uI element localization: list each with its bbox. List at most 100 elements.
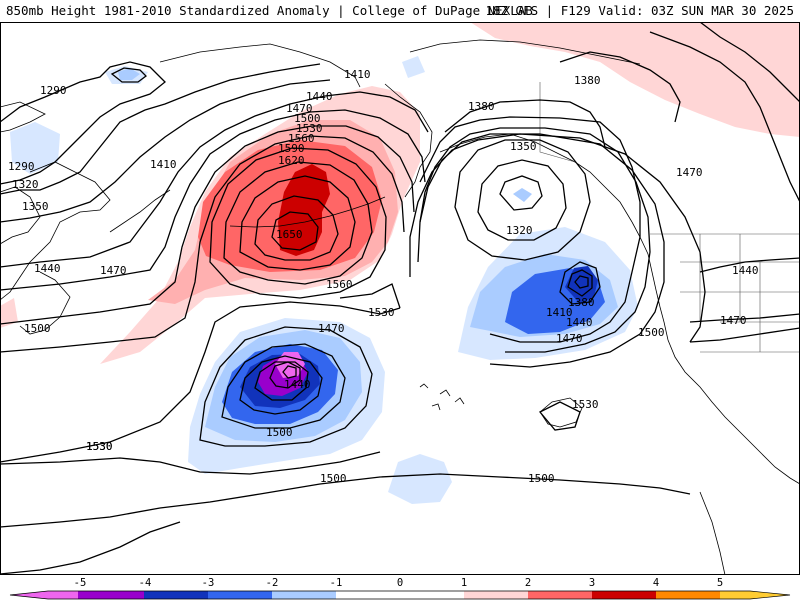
state-borders <box>680 234 800 353</box>
contour-label: 1530 <box>368 306 395 319</box>
model-run-info: 18Z GFS | F129 Valid: 03Z SUN MAR 30 202… <box>485 3 794 18</box>
coast-kurils <box>109 189 171 233</box>
contour-label: 1470 <box>286 102 313 115</box>
contour-1530-ridge <box>0 301 401 463</box>
colorbar-arrow-left <box>10 591 48 599</box>
contour-1320-nw <box>0 63 321 195</box>
colorbar-tick-label: -2 <box>266 577 279 589</box>
contour-1320-gulf <box>477 159 567 241</box>
colorbar-seg-neg25 <box>208 591 272 599</box>
contour-1440-low <box>239 355 323 415</box>
contour-1290-nw <box>0 61 166 185</box>
contour-1350-gulf <box>454 139 591 261</box>
contour-gulf-nested-2 <box>567 269 593 297</box>
coast-alaska-south <box>439 133 633 223</box>
contour-label: 1530 <box>296 122 323 135</box>
contour-1500-low <box>199 326 373 447</box>
coast-islands-hawaii <box>419 383 465 411</box>
negative-anomaly-gulf-blue3 <box>565 266 598 304</box>
contour-label: 1290 <box>8 160 35 173</box>
contour-1620-high <box>254 195 339 261</box>
colorbar-tick-label: 2 <box>525 577 531 589</box>
contour-1440-northeast <box>699 22 800 103</box>
contour-gulf-nested-1 <box>559 261 601 305</box>
contour-label: 1470 <box>556 332 583 345</box>
colorbar-tick-label: 4 <box>653 577 659 589</box>
colorbar-tick-label: 5 <box>717 577 723 589</box>
contour-1470-low <box>221 343 346 429</box>
coast-asia-north <box>0 101 46 133</box>
colorbar-tick-label: -4 <box>139 577 152 589</box>
colorbar-tick-label: -3 <box>202 577 215 589</box>
contour-label: 1320 <box>12 178 39 191</box>
contour-label: 1500 <box>638 326 665 339</box>
contour-1440-north <box>0 109 426 291</box>
contour-1380-gulf <box>444 99 606 148</box>
colorbar-seg-pos5 <box>720 591 750 599</box>
contour-label: 1440 <box>306 90 333 103</box>
contour-1410-north <box>0 91 429 268</box>
contour-label: 1380 <box>568 296 595 309</box>
colorbar-seg-pos35 <box>592 591 656 599</box>
contour-label: 1350 <box>510 140 537 153</box>
contour-label: 1500 <box>266 426 293 439</box>
contour-1500-east <box>689 327 800 343</box>
negative-anomaly-northwest <box>10 122 60 174</box>
contour-1350-nw <box>0 79 331 223</box>
contour-1290-center <box>110 67 147 83</box>
positive-anomaly-west-edge <box>0 298 18 328</box>
contour-1470-northeast <box>649 31 800 203</box>
contour-label: 1500 <box>320 472 347 485</box>
contour-label: 1440 <box>34 262 61 275</box>
colorbar-seg-neg45 <box>78 591 144 599</box>
coast-kamchatka <box>0 161 111 301</box>
negative-anomaly-nw-blob <box>118 68 140 80</box>
contour-1380-northeast <box>559 51 681 123</box>
contour-label: 1380 <box>468 100 495 113</box>
coast-aleutians <box>229 196 386 228</box>
negative-anomaly-gulf-core <box>513 188 532 202</box>
contour-label: 1350 <box>22 200 49 213</box>
colorbar-outline <box>9 590 791 600</box>
contour-1560-outer <box>339 283 401 309</box>
contour-1590-high <box>239 175 356 271</box>
coast-us-west <box>663 321 800 485</box>
map-panel: 1290 1290 1320 1350 1410 1440 1470 1500 … <box>0 22 800 575</box>
contour-label: 1410 <box>546 306 573 319</box>
anomaly-shading <box>0 22 800 504</box>
contour-label: 1530 <box>572 398 599 411</box>
negative-anomaly-south-small <box>388 454 452 504</box>
colorbar-seg-neg05 <box>336 591 464 599</box>
colorbar-tick-labels: -5 -4 -3 -2 -1 0 1 2 3 4 5 <box>74 577 723 589</box>
colorbar-tick-label: 0 <box>397 577 403 589</box>
colorbar-seg-pos15 <box>464 591 528 599</box>
coast-baja <box>699 491 726 575</box>
contour-label: 1470 <box>318 322 345 335</box>
coast-alaska-west <box>384 83 433 198</box>
coast-alaska-north <box>409 39 641 65</box>
contour-1380-low <box>269 361 301 389</box>
colorbar-seg-pos25 <box>528 591 592 599</box>
contour-1440-east <box>699 257 800 273</box>
contour-label: 1470 <box>100 264 127 277</box>
colorbar-seg-neg5 <box>48 591 78 599</box>
contour-island-1530 <box>538 401 581 431</box>
contour-label: 1530 <box>86 440 113 453</box>
contour-label: 1530 <box>86 440 113 453</box>
coast-sea-okhotsk <box>0 186 41 245</box>
contour-label: 1440 <box>284 378 311 391</box>
colorbar-tick-label: 1 <box>461 577 467 589</box>
contour-label: 1290 <box>40 84 67 97</box>
contour-1560-high <box>223 161 373 285</box>
colorbar-tick-label: -1 <box>330 577 343 589</box>
contour-label: 1620 <box>278 154 305 167</box>
contour-label: 1650 <box>276 228 303 241</box>
contour-1440-gulf <box>419 127 651 353</box>
height-contours <box>0 22 800 575</box>
coast-chukotka <box>159 43 361 88</box>
contour-gulf-nested-3 <box>574 275 589 289</box>
contour-1500-gulf <box>409 133 706 343</box>
contour-1350-low <box>282 365 297 379</box>
colorbar: -5 -4 -3 -2 -1 0 1 2 3 4 5 <box>9 577 791 600</box>
contour-1470-north <box>0 125 415 325</box>
